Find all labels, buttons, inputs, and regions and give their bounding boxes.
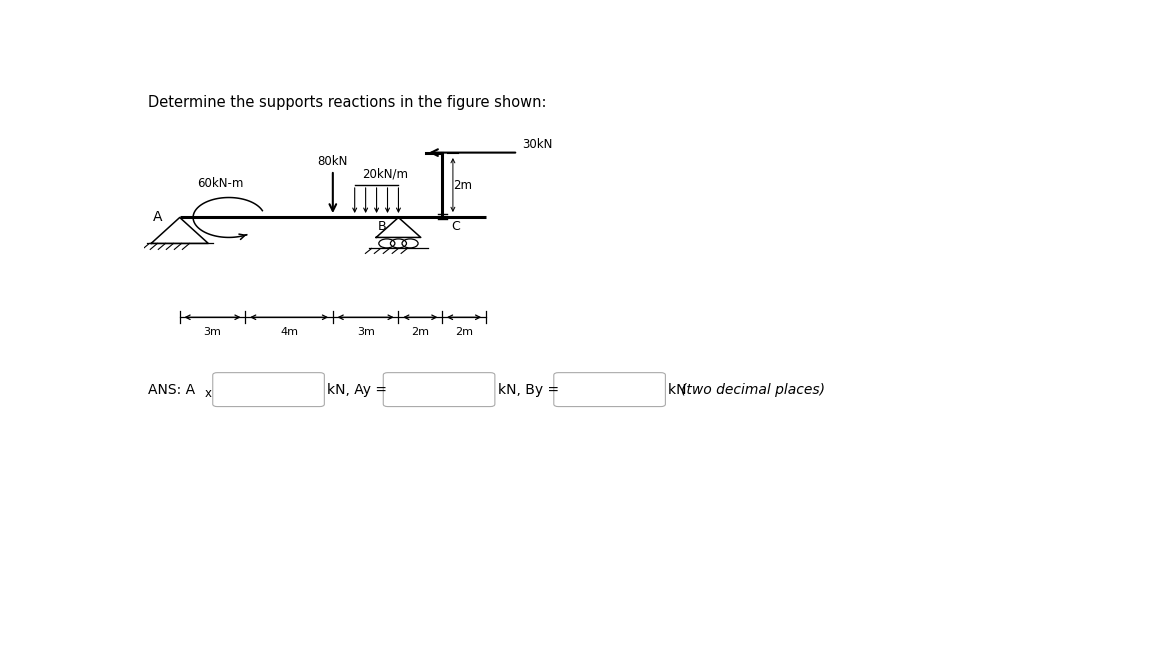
Text: Determine the supports reactions in the figure shown:: Determine the supports reactions in the … — [149, 95, 547, 110]
FancyBboxPatch shape — [213, 373, 325, 406]
Text: 4m: 4m — [280, 327, 298, 337]
Text: 80kN: 80kN — [318, 155, 348, 168]
Text: ANS: A: ANS: A — [149, 382, 196, 397]
Text: C: C — [452, 220, 460, 233]
Text: A: A — [153, 211, 162, 224]
Text: 2m: 2m — [455, 327, 473, 337]
FancyBboxPatch shape — [384, 373, 495, 406]
Text: 3m: 3m — [204, 327, 221, 337]
Text: kN, Ay =: kN, Ay = — [327, 382, 387, 397]
Text: kN, By =: kN, By = — [498, 382, 559, 397]
Text: 30kN: 30kN — [523, 138, 553, 151]
FancyBboxPatch shape — [554, 373, 666, 406]
Text: B: B — [378, 220, 386, 233]
Text: 3m: 3m — [357, 327, 374, 337]
Text: x: x — [205, 387, 212, 400]
Text: kN: kN — [668, 382, 691, 397]
Text: 2m: 2m — [411, 327, 430, 337]
Text: (two decimal places): (two decimal places) — [681, 382, 825, 397]
Text: 2m: 2m — [453, 179, 472, 192]
Text: 20kN/m: 20kN/m — [363, 167, 409, 180]
Text: 60kN-m: 60kN-m — [197, 177, 243, 190]
